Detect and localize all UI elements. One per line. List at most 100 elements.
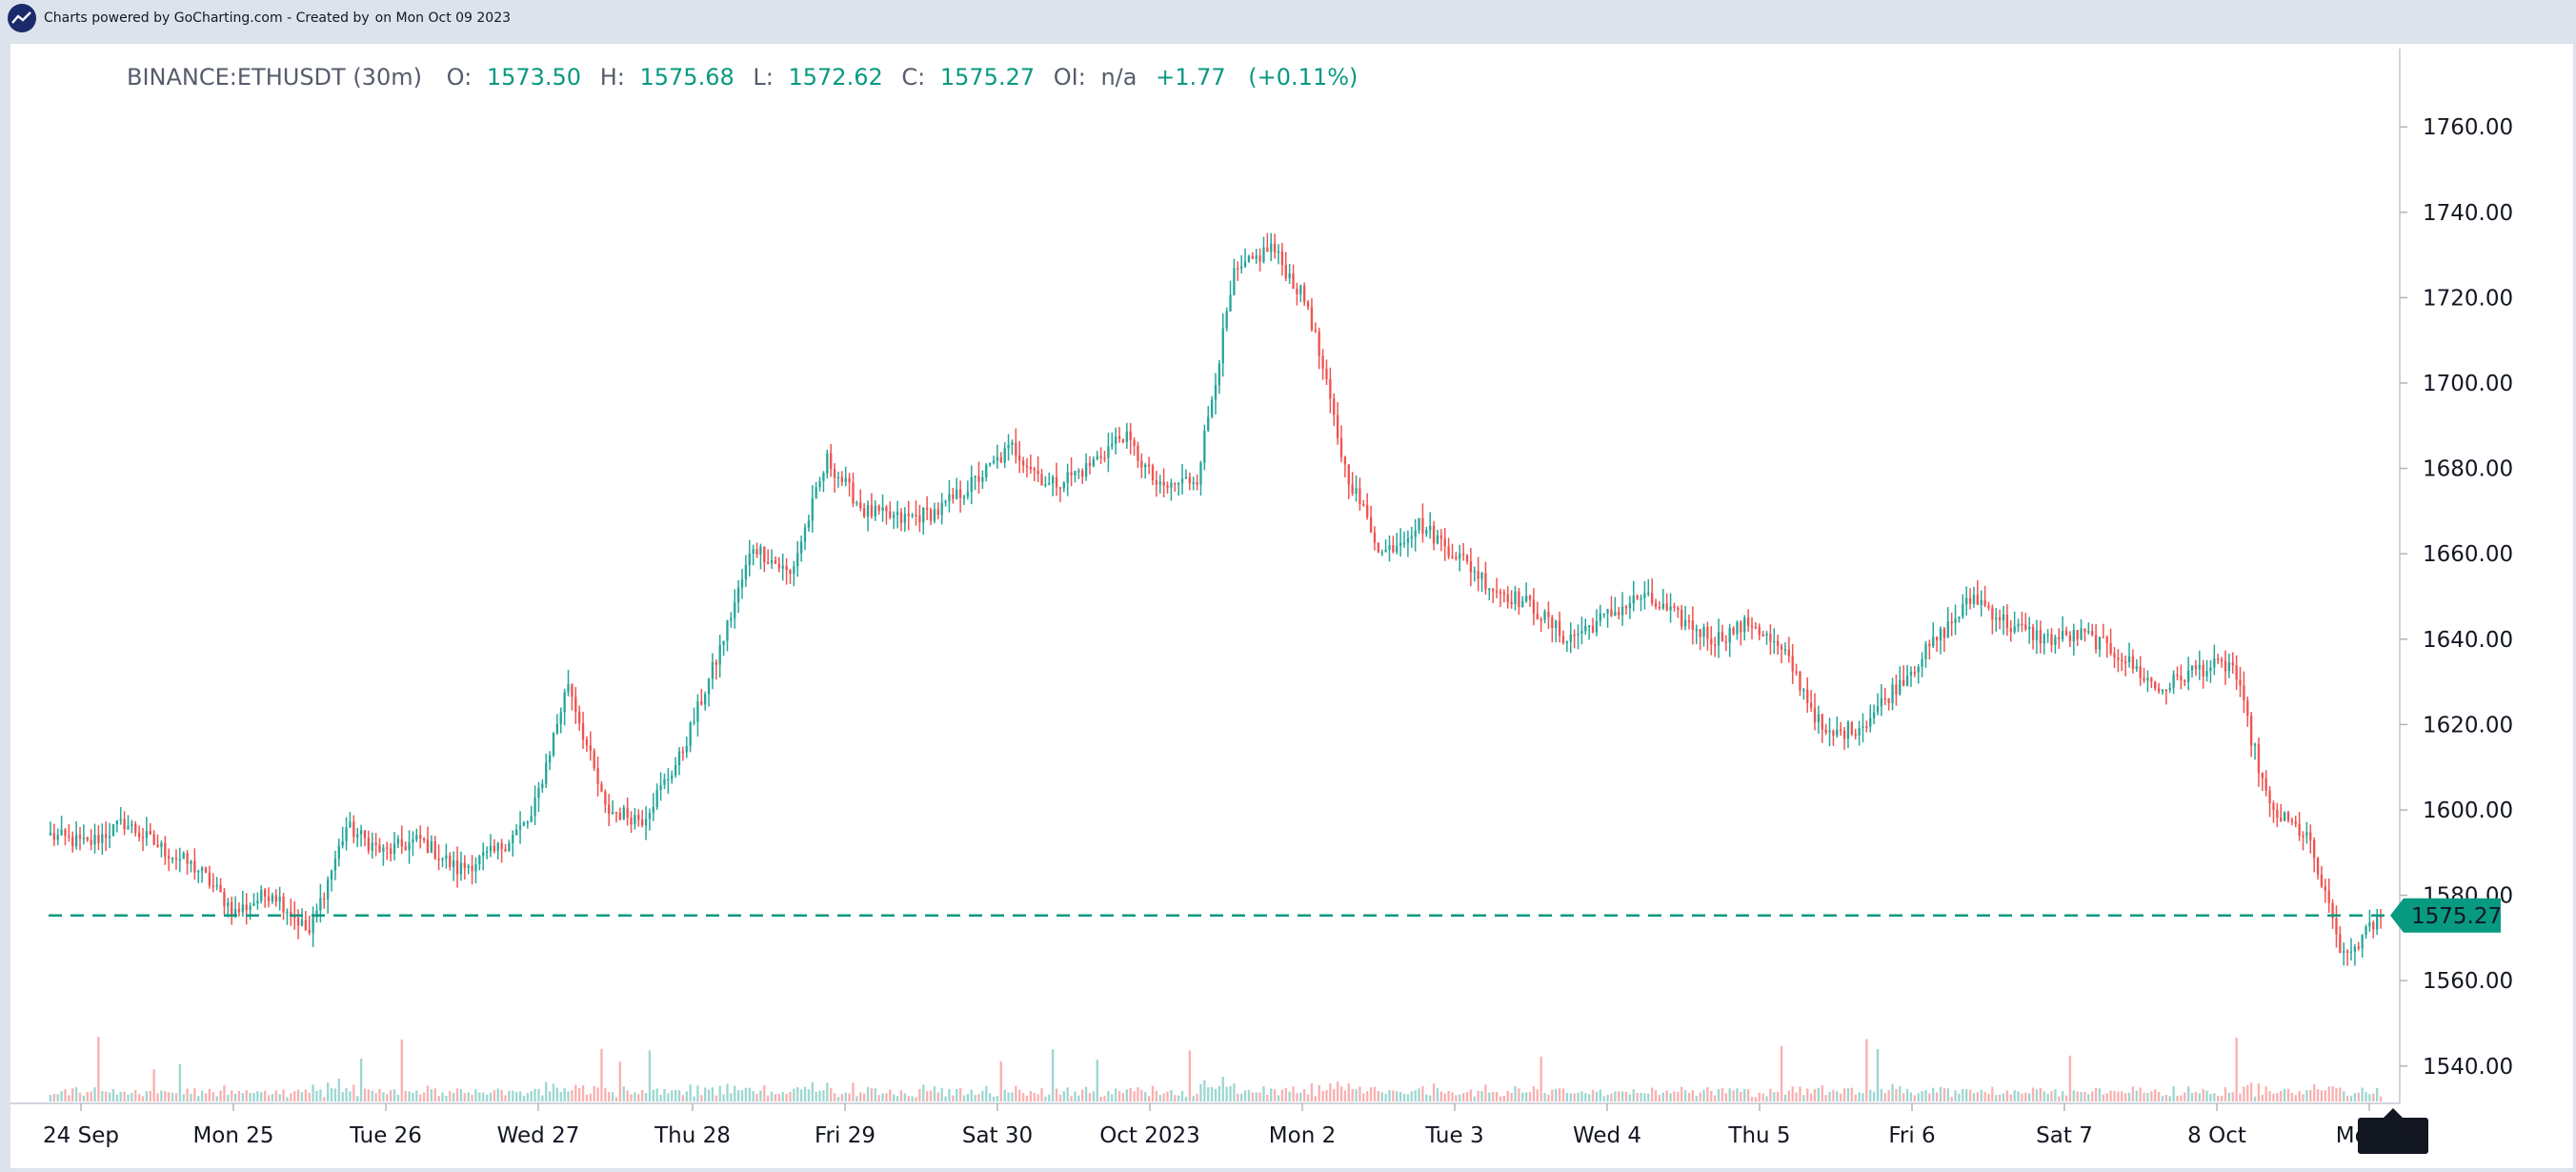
candle <box>671 770 674 784</box>
candle <box>2313 837 2316 873</box>
candle <box>105 821 108 852</box>
candle <box>363 830 367 847</box>
candle <box>2349 938 2353 961</box>
candle-body <box>1942 628 1946 638</box>
credit-text: Charts powered by GoCharting.com - Creat… <box>44 10 511 26</box>
volume-bar <box>271 1094 274 1101</box>
candle-body <box>1137 445 1139 461</box>
candle <box>1865 720 1868 733</box>
candle <box>2009 619 2012 642</box>
volume-bar <box>933 1086 936 1101</box>
candle <box>2064 626 2068 637</box>
volume-bar <box>1924 1089 1927 1101</box>
volume-bar <box>881 1093 884 1101</box>
candle-body <box>1521 600 1524 608</box>
candle <box>49 821 52 837</box>
volume-bar <box>119 1092 122 1101</box>
volume-bar <box>2264 1086 2267 1101</box>
volume-bar <box>319 1089 322 1101</box>
candle-body <box>430 840 433 854</box>
candle-body <box>614 812 618 814</box>
candle-body <box>426 839 430 854</box>
candle-body <box>2005 614 2009 629</box>
candle-body <box>1902 679 1905 686</box>
candle-body <box>145 831 149 839</box>
candle <box>1184 469 1188 479</box>
candle-body <box>1862 726 1864 728</box>
candle-body <box>1636 596 1639 599</box>
candle <box>123 811 126 836</box>
candle <box>811 485 814 533</box>
volume-bar <box>2272 1093 2275 1101</box>
candle <box>1362 499 1365 507</box>
price-tick-label: 1720.00 <box>2423 286 2513 311</box>
candle <box>111 823 115 837</box>
candle <box>759 543 762 570</box>
time-axis: 24 Sep Mon 25 Tue 26 Wed 27 Thu 28 Fri 29 Sat … <box>43 1103 2403 1148</box>
candle-body <box>1299 285 1302 294</box>
candle <box>1880 683 1883 717</box>
volume-bar <box>696 1085 699 1101</box>
candle <box>455 846 459 888</box>
candle <box>1842 726 1846 750</box>
candle <box>1303 282 1306 306</box>
volume-bar <box>1991 1086 1994 1101</box>
candle <box>237 901 241 917</box>
candle <box>777 556 781 573</box>
candle <box>614 811 618 823</box>
candle <box>2213 644 2216 676</box>
candle-body <box>952 494 955 499</box>
candle-body <box>1410 536 1413 538</box>
candle-body <box>1477 571 1479 579</box>
candle-body <box>1174 482 1177 485</box>
candle <box>2039 620 2043 654</box>
crosshair-time-label: 21:27 <box>2364 1124 2426 1149</box>
volume-bar <box>571 1090 574 1101</box>
chart-panel[interactable]: 1540.00 1560.00 1580.00 1600.00 1620.00 1640.… <box>10 44 2573 1168</box>
volume-bar <box>2302 1094 2304 1101</box>
volume-bar <box>2349 1096 2353 1101</box>
volume-bar <box>899 1090 903 1101</box>
candle-body <box>574 697 577 713</box>
volume-bar <box>408 1091 411 1101</box>
candle-body <box>1155 480 1158 485</box>
candle-body <box>2213 658 2216 668</box>
candle-body <box>1514 591 1517 605</box>
candle-body <box>1280 251 1284 266</box>
candle <box>1777 634 1780 656</box>
candle-body <box>1909 672 1913 677</box>
volume-bar <box>1133 1091 1136 1101</box>
volume-bar <box>1614 1091 1617 1101</box>
candle-body <box>1620 606 1624 616</box>
volume-bar <box>2009 1094 2012 1101</box>
volume-bar <box>1706 1086 1709 1101</box>
candle-body <box>326 879 330 899</box>
volume-bar <box>1958 1093 1961 1101</box>
candle <box>752 544 755 566</box>
candle-body <box>1721 632 1724 642</box>
volume-bar <box>537 1088 540 1101</box>
candle-body <box>915 515 917 516</box>
volume-bar <box>1384 1093 1387 1101</box>
volume-bar <box>1587 1094 1591 1101</box>
candle <box>958 480 962 514</box>
candle-body <box>1292 273 1295 290</box>
candle-body <box>958 489 962 498</box>
candle <box>1909 666 1913 687</box>
candle-body <box>1828 730 1831 733</box>
candle <box>2043 633 2045 655</box>
volume-bar <box>793 1088 795 1101</box>
candle-body <box>604 791 607 805</box>
volume-bar <box>2161 1096 2164 1101</box>
volume-bar <box>1425 1094 1428 1101</box>
volume-bar <box>2135 1090 2138 1101</box>
candle <box>515 824 518 836</box>
candle-body <box>2105 637 2108 644</box>
candle <box>1218 359 1221 394</box>
candle-body <box>1258 255 1261 262</box>
candle-body <box>1369 516 1373 533</box>
candle-body <box>367 838 371 851</box>
candle-body <box>349 821 352 828</box>
candle-body <box>626 807 629 818</box>
candlestick-chart[interactable]: 1540.001560.001580.001600.001620.001640.… <box>10 44 2573 1168</box>
